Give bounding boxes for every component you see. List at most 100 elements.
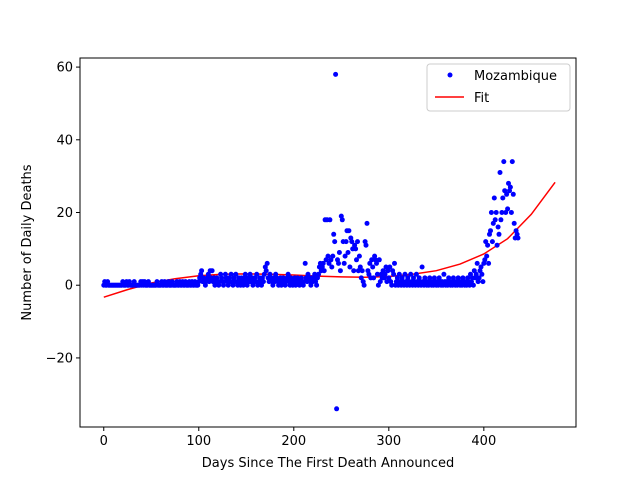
- data-point: [325, 253, 331, 259]
- data-point: [320, 260, 326, 266]
- data-point: [206, 279, 212, 285]
- data-point: [392, 260, 397, 266]
- data-point: [351, 268, 357, 274]
- data-point: [314, 282, 320, 288]
- data-point: [497, 170, 503, 175]
- data-point: [370, 264, 376, 270]
- data-point: [345, 250, 351, 255]
- x-axis-label: Days Since The First Death Announced: [202, 456, 454, 471]
- data-point: [356, 253, 362, 259]
- data-point: [323, 257, 329, 263]
- data-point: [339, 217, 345, 223]
- scatter-points-layer: [101, 71, 521, 412]
- data-point: [498, 217, 504, 223]
- data-point: [332, 239, 338, 245]
- fit-line: [103, 181, 556, 298]
- data-point: [486, 260, 492, 266]
- data-point: [336, 260, 341, 266]
- y-axis-ticks: −20 0 20 40 60: [46, 61, 80, 366]
- data-point: [488, 228, 493, 234]
- data-point: [334, 406, 340, 412]
- data-point: [478, 264, 484, 270]
- data-point: [474, 260, 480, 266]
- data-point: [254, 271, 260, 277]
- data-point: [359, 268, 365, 274]
- data-point: [347, 264, 353, 270]
- legend-label-fit: Fit: [474, 91, 489, 106]
- y-tick-label: −20: [46, 351, 73, 366]
- data-point: [504, 191, 510, 197]
- data-point: [479, 271, 485, 277]
- data-point: [480, 279, 486, 285]
- x-tick-label: 200: [281, 434, 306, 449]
- data-point: [330, 253, 336, 259]
- data-point: [386, 275, 392, 281]
- data-point: [333, 71, 339, 77]
- y-tick-label: 20: [56, 206, 73, 221]
- data-point: [228, 271, 234, 277]
- y-tick-label: 0: [65, 279, 73, 294]
- data-point: [209, 268, 215, 274]
- data-point: [358, 275, 364, 281]
- legend-label-mozambique: Mozambique: [474, 69, 557, 84]
- data-point: [470, 282, 476, 288]
- data-point: [285, 271, 291, 277]
- data-point: [363, 242, 369, 248]
- data-point: [312, 271, 318, 277]
- data-point: [316, 271, 321, 277]
- data-point: [383, 264, 389, 270]
- data-point: [331, 231, 337, 237]
- data-point: [384, 279, 390, 285]
- legend: Mozambique Fit: [426, 63, 571, 112]
- data-point: [493, 210, 499, 215]
- fit-line-layer: [103, 181, 556, 298]
- data-point: [484, 253, 490, 259]
- data-point: [495, 224, 501, 230]
- plot-area-frame: [79, 57, 577, 428]
- data-point: [441, 271, 447, 277]
- data-point: [242, 271, 248, 277]
- data-point: [376, 257, 382, 263]
- data-point: [240, 282, 246, 288]
- data-point: [341, 260, 347, 266]
- data-point: [507, 184, 513, 190]
- x-tick-label: 300: [376, 434, 401, 449]
- data-point: [508, 210, 514, 215]
- data-point: [505, 206, 511, 212]
- x-tick-label: 100: [186, 434, 211, 449]
- data-point: [489, 239, 495, 245]
- data-point: [342, 253, 348, 259]
- data-point: [511, 220, 517, 226]
- data-point: [499, 210, 505, 215]
- x-tick-label: 0: [100, 434, 108, 449]
- legend-marker-mozambique: [447, 72, 453, 78]
- legend-box: [426, 63, 571, 112]
- data-point: [327, 217, 333, 223]
- data-point: [357, 264, 363, 270]
- data-point: [387, 264, 393, 270]
- data-point: [321, 268, 327, 274]
- data-point: [419, 264, 425, 270]
- data-point: [391, 271, 397, 277]
- x-tick-label: 400: [471, 434, 496, 449]
- data-point: [361, 282, 367, 288]
- data-point: [473, 271, 479, 277]
- data-point: [374, 260, 379, 266]
- data-point: [354, 257, 359, 263]
- data-point: [494, 242, 500, 248]
- data-point: [491, 195, 497, 201]
- data-point: [482, 257, 488, 263]
- data-point: [476, 275, 482, 281]
- y-tick-label: 60: [56, 61, 73, 76]
- x-axis-ticks: 0 100 200 300 400: [100, 427, 496, 449]
- data-point: [328, 257, 334, 263]
- data-point: [302, 260, 308, 266]
- data-point: [377, 279, 383, 285]
- data-point: [492, 217, 498, 223]
- data-point: [510, 191, 516, 197]
- data-point: [353, 246, 359, 252]
- data-point: [389, 282, 395, 288]
- data-point: [515, 235, 521, 241]
- data-point: [506, 180, 511, 186]
- data-point: [349, 239, 355, 245]
